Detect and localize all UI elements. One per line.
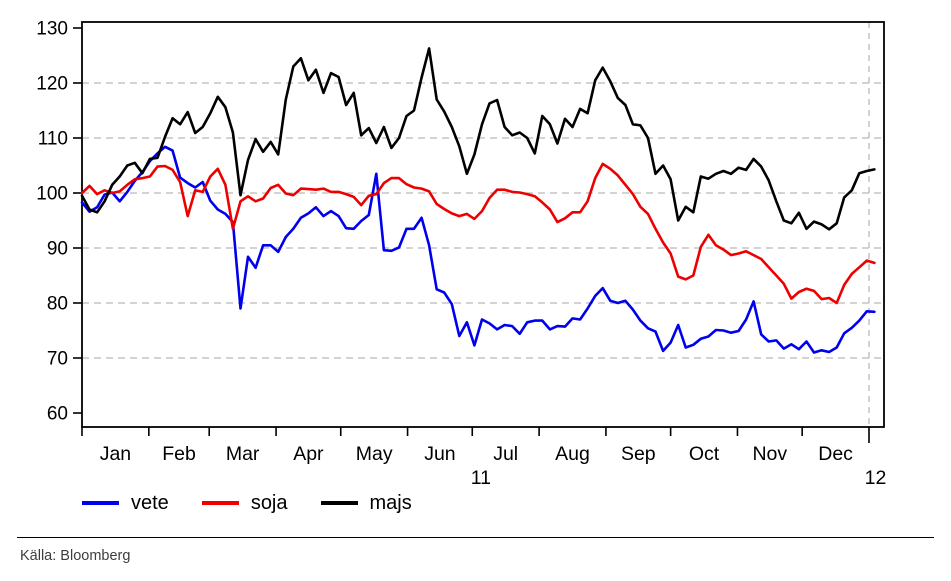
x-month-label: Aug xyxy=(555,443,590,465)
y-tick-label: 120 xyxy=(36,74,68,95)
x-month-label: Apr xyxy=(293,443,324,465)
x-month-label: Sep xyxy=(621,443,656,465)
x-month-label: Jan xyxy=(100,443,131,465)
x-month-label: Feb xyxy=(162,443,196,465)
legend-label-soja: soja xyxy=(250,492,288,514)
y-tick-label: 60 xyxy=(47,404,68,425)
y-tick-label: 80 xyxy=(47,294,68,315)
legend-swatch-soja xyxy=(201,501,239,505)
legend-swatch-vete xyxy=(82,501,119,505)
x-year-label-left: 11 xyxy=(471,467,491,489)
x-month-label: May xyxy=(356,443,393,465)
series-line-vete xyxy=(80,145,876,354)
legend-item-soja: soja xyxy=(201,492,288,514)
legend: vete soja majs xyxy=(82,490,445,516)
x-month-label: Nov xyxy=(752,443,787,465)
x-year-label-right: 12 xyxy=(865,467,887,489)
y-tick-label: 90 xyxy=(47,239,68,260)
series-line-soja xyxy=(80,162,876,305)
y-tick-label: 70 xyxy=(47,349,68,370)
x-month-label: Oct xyxy=(689,443,720,465)
series-line-majs xyxy=(80,47,876,231)
plot-border xyxy=(81,21,885,428)
legend-label-majs: majs xyxy=(369,492,412,514)
x-month-label: Jun xyxy=(424,443,455,465)
y-tick-label: 100 xyxy=(36,184,68,205)
x-month-label: Mar xyxy=(226,443,260,465)
legend-swatch-majs xyxy=(320,501,358,505)
source-caption: Källa: Bloomberg xyxy=(20,548,131,564)
x-month-label: Dec xyxy=(818,443,853,465)
legend-item-majs: majs xyxy=(320,492,412,514)
footer-divider xyxy=(17,537,934,538)
y-tick-label: 110 xyxy=(38,129,68,150)
chart-svg: 60 70 80 90 100 110 120 130 Jan Feb Mar Apr May Jun Ju… xyxy=(36,19,887,490)
legend-label-vete: vete xyxy=(131,492,169,514)
x-month-label: Jul xyxy=(493,443,518,465)
legend-item-vete: vete xyxy=(82,493,169,513)
y-tick-label: 130 xyxy=(36,19,68,40)
